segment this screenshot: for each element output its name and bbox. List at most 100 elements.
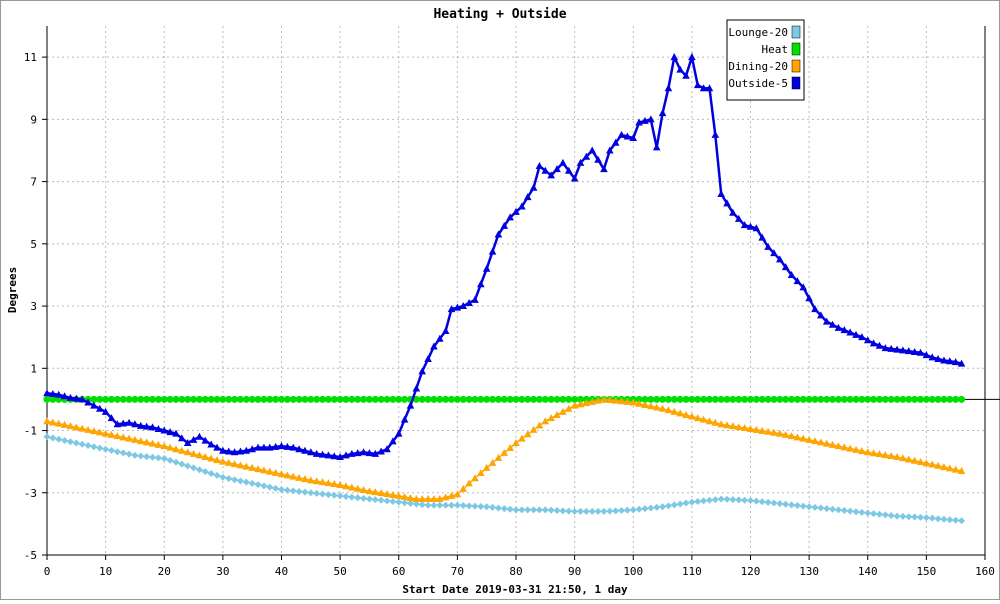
data-point xyxy=(541,506,549,514)
data-point xyxy=(336,492,344,500)
data-point xyxy=(90,427,98,435)
x-tick-label: 100 xyxy=(623,565,643,578)
data-point xyxy=(758,498,766,506)
data-point xyxy=(711,418,720,426)
data-point xyxy=(910,456,919,464)
data-point xyxy=(700,497,708,505)
x-tick-label: 70 xyxy=(451,565,464,578)
data-point xyxy=(459,302,468,310)
data-point xyxy=(553,395,561,403)
data-point xyxy=(184,462,192,470)
data-point xyxy=(788,395,796,403)
data-point xyxy=(916,457,925,465)
data-point xyxy=(664,502,672,510)
data-point xyxy=(465,395,473,403)
series-dining-20 xyxy=(43,395,966,502)
data-point xyxy=(506,505,514,513)
data-point xyxy=(729,395,737,403)
data-point xyxy=(905,395,913,403)
data-point xyxy=(799,395,807,403)
data-point xyxy=(324,451,333,459)
data-point xyxy=(881,344,890,352)
data-point xyxy=(348,493,356,501)
data-point xyxy=(313,489,321,497)
data-point xyxy=(940,395,948,403)
data-point xyxy=(635,118,643,126)
data-point xyxy=(606,396,614,404)
data-point xyxy=(864,509,872,517)
data-point xyxy=(442,395,450,403)
data-point xyxy=(928,514,936,522)
data-point xyxy=(869,449,878,457)
y-tick-label: 3 xyxy=(30,300,37,313)
data-point xyxy=(700,395,708,403)
data-point xyxy=(523,430,532,438)
data-point xyxy=(676,65,684,73)
data-point xyxy=(705,496,713,504)
data-point xyxy=(676,500,684,508)
data-point xyxy=(354,494,362,502)
data-point xyxy=(488,458,497,466)
data-point xyxy=(142,422,151,430)
data-point xyxy=(278,486,285,494)
data-point xyxy=(143,395,151,403)
data-point xyxy=(834,506,842,514)
data-point xyxy=(887,344,895,352)
data-point xyxy=(260,443,268,451)
y-tick-label: -5 xyxy=(24,549,37,562)
legend: Lounge-20 Heat Dining-20 Outside-5 xyxy=(726,19,805,101)
data-point xyxy=(582,399,591,407)
data-point xyxy=(471,295,479,303)
data-point xyxy=(107,414,116,422)
data-point xyxy=(236,461,245,469)
data-point xyxy=(354,395,362,403)
data-point xyxy=(101,407,110,415)
data-point xyxy=(271,442,280,450)
data-point xyxy=(483,395,491,403)
data-point xyxy=(125,395,133,403)
data-point xyxy=(365,449,374,457)
data-point xyxy=(207,395,215,403)
data-point xyxy=(553,507,561,515)
data-point xyxy=(295,395,303,403)
data-point xyxy=(125,418,133,426)
y-tick-label: 9 xyxy=(30,113,37,126)
data-point xyxy=(131,420,139,428)
data-point xyxy=(201,452,210,460)
data-point xyxy=(822,317,831,325)
data-point xyxy=(723,421,731,429)
data-point xyxy=(113,448,121,456)
data-point xyxy=(787,270,796,278)
data-point xyxy=(465,479,473,487)
data-point xyxy=(377,447,385,455)
x-tick-label: 120 xyxy=(741,565,761,578)
data-point xyxy=(576,158,585,166)
data-point xyxy=(641,505,649,513)
data-point xyxy=(635,399,643,407)
data-point xyxy=(301,446,309,454)
data-point xyxy=(365,487,374,495)
data-point xyxy=(84,398,92,406)
data-point xyxy=(518,434,526,442)
data-point xyxy=(471,395,479,403)
y-tick-label: -1 xyxy=(24,425,37,438)
data-point xyxy=(782,500,790,508)
data-point xyxy=(623,397,632,405)
data-point xyxy=(430,501,438,509)
data-point xyxy=(489,503,497,511)
data-point xyxy=(236,477,244,485)
data-point xyxy=(465,502,473,510)
data-point xyxy=(389,490,397,498)
data-point xyxy=(178,446,186,454)
data-point xyxy=(723,495,731,503)
data-point xyxy=(494,395,502,403)
data-point xyxy=(201,395,209,403)
data-point xyxy=(817,504,825,512)
x-tick-label: 30 xyxy=(216,565,229,578)
data-point xyxy=(840,443,849,451)
data-point xyxy=(840,507,848,515)
data-point xyxy=(652,403,661,411)
data-point xyxy=(418,395,426,403)
data-point xyxy=(500,395,508,403)
